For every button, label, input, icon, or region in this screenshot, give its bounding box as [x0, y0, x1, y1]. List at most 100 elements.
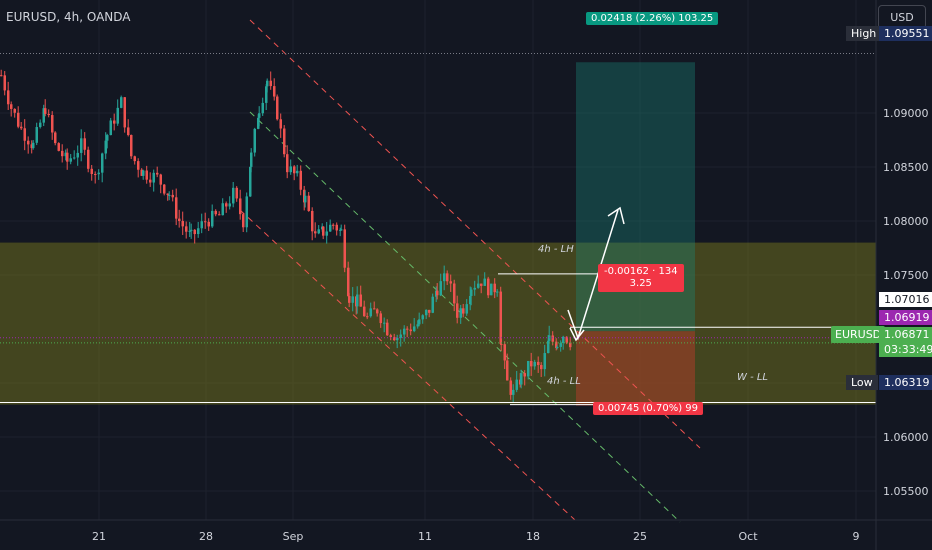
candle-body-155 — [490, 283, 493, 296]
annotation-4h-ll: 4h - LL — [547, 376, 581, 387]
countdown: 03:33:49 — [879, 342, 932, 357]
candle-body-118 — [373, 308, 376, 310]
candle-body-169 — [530, 360, 533, 367]
target-label: 0.02418 (2.26%) 103.25 — [586, 12, 719, 25]
candle-body-168 — [527, 360, 530, 377]
low-value: 1.06319 — [879, 375, 932, 390]
candle-body-60 — [193, 229, 196, 235]
candle-body-13 — [42, 108, 45, 123]
candle-body-9 — [30, 144, 33, 149]
candle-body-39 — [127, 127, 130, 135]
candle-body-18 — [57, 143, 60, 151]
candle-body-37 — [120, 97, 123, 108]
candle-body-153 — [483, 278, 486, 286]
candle-body-65 — [211, 210, 214, 227]
candle-body-56 — [181, 221, 184, 227]
candle-body-27 — [87, 149, 90, 169]
candle-body-29 — [94, 174, 97, 176]
level-value-1: 1.07016 — [879, 292, 932, 307]
candle-body-143 — [453, 283, 456, 304]
candle-body-91 — [293, 166, 296, 174]
candle-body-78 — [253, 128, 256, 153]
candle-body-67 — [218, 214, 221, 216]
candle-body-119 — [376, 309, 379, 314]
candle-body-113 — [356, 294, 359, 307]
candle-body-161 — [506, 360, 509, 381]
candle-body-95 — [304, 195, 307, 203]
candle-body-82 — [265, 86, 268, 103]
candle-body-59 — [190, 229, 193, 231]
projection-arrowhead — [607, 206, 625, 225]
candle-body-1 — [3, 75, 6, 91]
symbol-title[interactable]: EURUSD, 4h, OANDA — [6, 10, 131, 24]
candle-body-132 — [418, 319, 421, 325]
candle-body-128 — [406, 328, 409, 330]
candle-body-130 — [413, 326, 416, 332]
high-value: 1.09551 — [879, 26, 932, 41]
candle-body-83 — [266, 80, 269, 87]
candle-body-73 — [239, 198, 242, 215]
candle-body-144 — [456, 303, 459, 318]
candle-body-8 — [27, 140, 30, 145]
candle-body-105 — [335, 224, 338, 231]
ticker-tag: EURUSD — [831, 326, 886, 343]
candle-body-89 — [286, 154, 289, 173]
candle-body-86 — [276, 96, 279, 120]
candle-body-46 — [149, 179, 152, 183]
candle-body-140 — [443, 273, 446, 282]
x-tick-label-6: Oct — [738, 530, 758, 543]
candle-body-12 — [39, 122, 42, 128]
candle-body-114 — [359, 294, 362, 307]
candle-body-22 — [69, 158, 72, 162]
candle-body-70 — [228, 203, 231, 207]
candle-body-110 — [348, 296, 351, 303]
candle-body-88 — [283, 128, 286, 155]
candle-body-93 — [299, 170, 302, 190]
candle-body-92 — [296, 170, 299, 174]
candle-body-19 — [61, 150, 64, 157]
candle-body-52 — [168, 194, 171, 196]
candle-body-21 — [66, 152, 69, 162]
candle-body-53 — [171, 194, 174, 198]
candle-body-102 — [325, 231, 328, 236]
candle-body-33 — [106, 135, 109, 141]
candle-body-179 — [559, 343, 562, 347]
candle-body-61 — [197, 228, 200, 235]
candle-body-25 — [80, 138, 83, 153]
candle-body-174 — [547, 340, 550, 354]
candle-body-35 — [113, 120, 116, 124]
candle-body-117 — [369, 308, 372, 317]
candle-body-171 — [537, 361, 540, 366]
candle-body-177 — [555, 341, 558, 348]
x-tick-label-2: Sep — [283, 530, 304, 543]
candle-body-11 — [35, 127, 38, 143]
candle-body-170 — [533, 361, 536, 367]
candle-body-62 — [200, 221, 203, 229]
measure-sub: 3.25 — [629, 278, 652, 289]
candle-body-147 — [465, 304, 468, 314]
channel-mid — [249, 111, 681, 523]
candle-body-148 — [469, 296, 472, 305]
candle-body-99 — [317, 229, 320, 234]
candle-body-30 — [97, 172, 100, 175]
candle-body-149 — [470, 289, 473, 297]
candle-body-48 — [156, 172, 159, 175]
candle-body-131 — [416, 324, 419, 327]
candle-body-116 — [366, 316, 369, 318]
candle-body-5 — [17, 112, 20, 127]
candle-body-4 — [13, 108, 16, 113]
candle-body-80 — [258, 113, 261, 118]
candle-body-181 — [565, 336, 568, 343]
candle-body-84 — [269, 80, 272, 87]
annotation-4h-lh: 4h - LH — [538, 244, 574, 255]
candle-body-44 — [142, 170, 145, 176]
candle-body-77 — [250, 152, 253, 167]
candle-body-157 — [496, 291, 499, 293]
candle-body-72 — [235, 187, 238, 199]
candle-body-126 — [399, 334, 402, 338]
candle-body-154 — [487, 278, 490, 296]
candle-body-109 — [347, 267, 350, 297]
y-tick-label-5: 1.06000 — [883, 431, 929, 444]
candle-body-159 — [500, 343, 503, 345]
